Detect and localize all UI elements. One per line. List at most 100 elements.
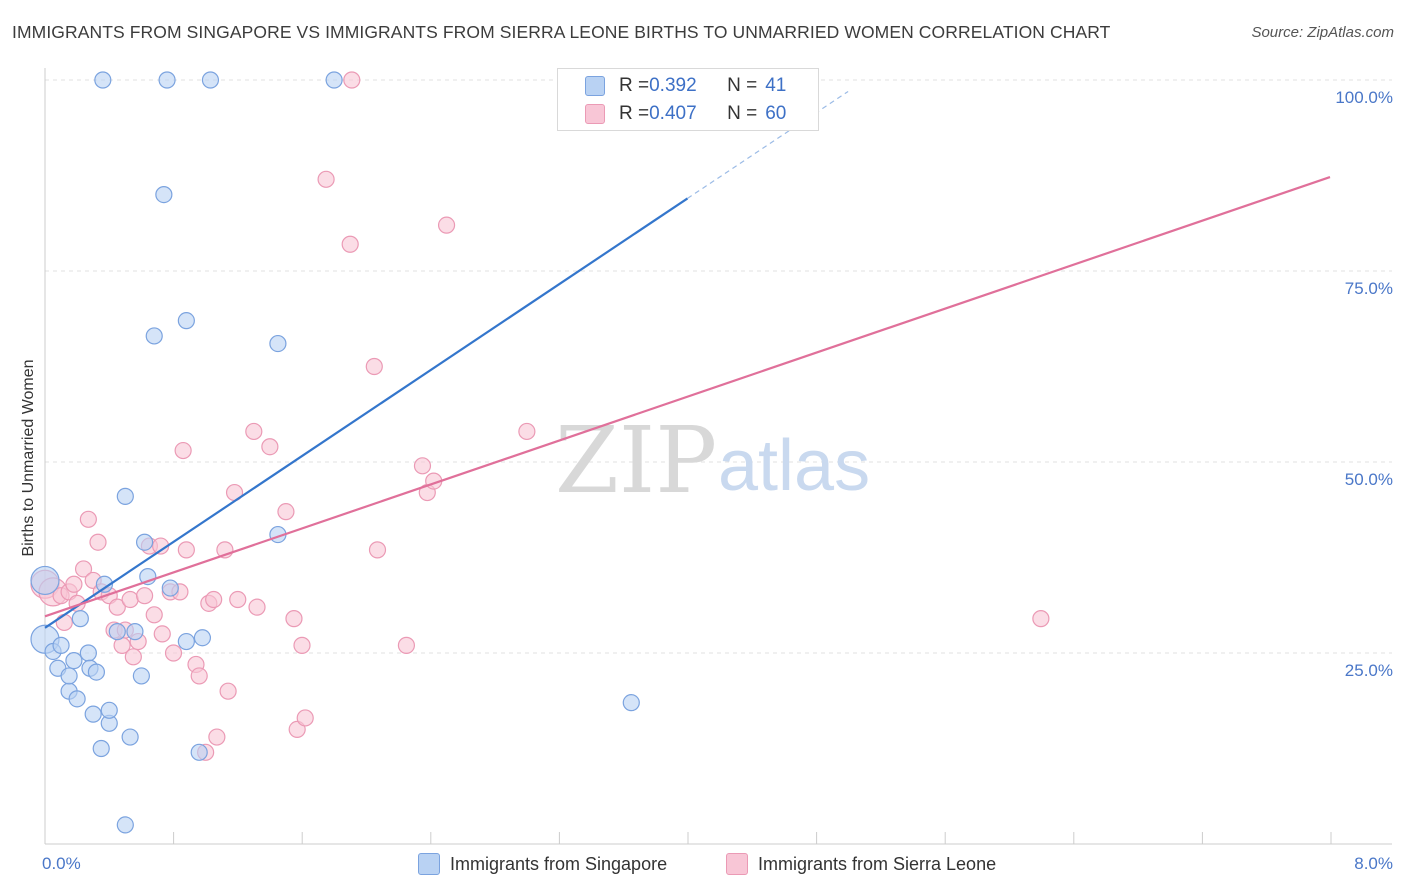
sierra-leone-point — [245, 422, 263, 441]
singapore-point — [30, 565, 60, 596]
singapore-point — [92, 739, 110, 758]
bottom-legend-sierra-leone: Immigrants from Sierra Leone — [726, 852, 996, 876]
legend-r-value: 0.407 — [649, 103, 697, 124]
sierra-leone-point — [397, 636, 416, 654]
sierra-leone-point — [190, 667, 208, 685]
y-tick-labels: 25.0% 50.0% 75.0% 100.0% — [1335, 88, 1393, 680]
singapore-point — [84, 705, 102, 723]
y-tick-label: 50.0% — [1345, 470, 1393, 489]
singapore-trend-line — [44, 197, 689, 629]
sierra-leone-point — [174, 441, 192, 460]
sierra-leone-point — [518, 422, 536, 441]
sierra-leone-point — [55, 613, 73, 632]
singapore-point — [108, 623, 126, 641]
legend-n-label: N = — [727, 75, 758, 96]
singapore-point — [177, 312, 195, 330]
singapore-point — [193, 629, 212, 647]
legend-r-label: R = — [619, 103, 650, 124]
bottom-legend-swatch-singapore — [418, 853, 440, 875]
sierra-leone-point — [135, 587, 154, 605]
singapore-point — [79, 644, 97, 662]
sierra-leone-point — [74, 560, 93, 578]
legend-swatch-singapore — [585, 76, 605, 96]
y-tick-label: 25.0% — [1345, 661, 1393, 680]
singapore-point — [95, 575, 114, 593]
singapore-point — [68, 690, 86, 708]
sierra-leone-point — [296, 709, 314, 727]
singapore-point — [116, 816, 134, 834]
singapore-point — [132, 667, 150, 685]
singapore-point — [87, 663, 106, 681]
sierra-leone-point — [208, 728, 226, 746]
sierra-leone-point — [177, 541, 195, 559]
sierra-leone-trend-line — [44, 175, 1331, 618]
singapore-point — [65, 652, 83, 670]
singapore-point — [71, 610, 89, 628]
sierra-leone-point — [124, 648, 142, 666]
axes — [44, 68, 1392, 845]
singapore-point — [94, 71, 112, 89]
singapore-point — [158, 71, 176, 89]
singapore-point — [145, 327, 163, 345]
x-tick-labels: 0.0% 8.0% — [42, 854, 1393, 873]
sierra-leone-point — [1032, 610, 1050, 628]
sierra-leone-point — [285, 610, 303, 628]
gridlines — [45, 79, 1392, 654]
legend-r-value: 0.392 — [649, 75, 697, 96]
sierra-leone-point — [277, 503, 295, 521]
singapore-points — [30, 71, 640, 834]
singapore-point — [201, 71, 220, 89]
bottom-legend-label-singapore: Immigrants from Singapore — [450, 853, 668, 874]
singapore-point — [100, 701, 118, 719]
singapore-point — [155, 186, 173, 204]
legend-row-singapore: R = 0.392 N = 41 — [558, 72, 786, 100]
sierra-leone-point — [413, 457, 432, 475]
correlation-legend: R = 0.392 N = 41 R = 0.407 N = 60 — [557, 68, 819, 131]
x-tick-label-min: 0.0% — [42, 854, 81, 873]
watermark-atlas: atlas — [718, 426, 870, 506]
singapore-point — [177, 632, 195, 651]
singapore-point — [269, 334, 287, 353]
sierra-leone-point — [89, 533, 107, 551]
legend-r-label: R = — [619, 75, 650, 96]
sierra-leone-point — [219, 682, 237, 700]
legend-n-value: 41 — [765, 75, 787, 96]
sierra-leone-point — [317, 170, 335, 188]
bottom-legend-swatch-sierra-leone — [726, 853, 748, 875]
singapore-point — [60, 667, 78, 685]
sierra-leone-point — [437, 216, 456, 234]
legend-swatch-sierra-leone — [585, 104, 605, 124]
singapore-point — [52, 636, 70, 654]
singapore-point — [161, 579, 179, 597]
source-credit: Source: ZipAtlas.com — [1251, 24, 1394, 41]
legend-n-value: 60 — [765, 103, 787, 124]
y-axis-title: Births to Unmarried Women — [20, 359, 37, 556]
sierra-leone-point — [248, 598, 266, 616]
sierra-leone-point — [343, 71, 361, 89]
watermark-zip: ZIP — [555, 407, 717, 514]
singapore-point — [121, 728, 139, 746]
sierra-leone-point — [65, 575, 83, 593]
singapore-point — [135, 533, 154, 551]
sierra-leone-point — [293, 636, 311, 654]
sierra-leone-point — [153, 625, 171, 643]
sierra-leone-point — [121, 590, 139, 609]
singapore-point — [190, 743, 208, 761]
sierra-leone-point — [205, 590, 223, 609]
x-tick-label-max: 8.0% — [1354, 854, 1393, 873]
sierra-leone-point — [145, 606, 163, 624]
bottom-legend-singapore: Immigrants from Singapore — [418, 852, 667, 876]
legend-row-sierra-leone: R = 0.407 N = 60 — [558, 100, 786, 128]
bottom-legend-label-sierra-leone: Immigrants from Sierra Leone — [758, 853, 997, 874]
singapore-point — [116, 487, 134, 505]
singapore-point — [622, 694, 640, 712]
chart-title: IMMIGRANTS FROM SINGAPORE VS IMMIGRANTS … — [12, 22, 1111, 42]
sierra-leone-point — [368, 541, 387, 559]
sierra-leone-point — [365, 357, 383, 376]
sierra-leone-point — [164, 644, 183, 662]
legend-n-label: N = — [727, 103, 758, 124]
sierra-leone-point — [229, 590, 247, 609]
trend-lines — [44, 90, 1331, 629]
sierra-leone-point — [261, 438, 279, 456]
